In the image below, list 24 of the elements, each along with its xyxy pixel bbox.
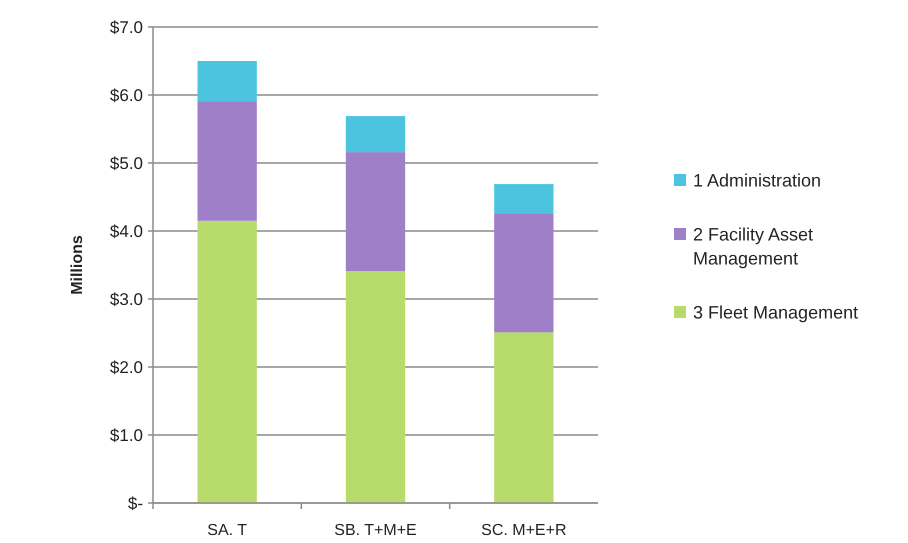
x-tick-label: SB. T+M+E — [334, 522, 417, 539]
x-tick-label: SA. T — [207, 522, 248, 539]
x-tick-label: SC. M+E+R — [481, 522, 567, 539]
y-tick-label: $2.0 — [110, 358, 143, 377]
y-tick-label: $3.0 — [110, 290, 143, 309]
y-axis-title: Millions — [69, 235, 86, 295]
bar — [198, 101, 257, 221]
bar — [494, 184, 554, 214]
bar — [494, 332, 554, 503]
y-tick-label: $6.0 — [110, 86, 143, 105]
bar — [198, 61, 257, 102]
bar — [346, 152, 406, 272]
y-tick-label: $7.0 — [110, 18, 143, 37]
y-tick-label: $1.0 — [110, 426, 143, 445]
legend-label: 1 Administration — [693, 170, 822, 190]
bar — [494, 214, 554, 332]
y-tick-label: $5.0 — [110, 154, 143, 173]
y-tick-label: $4.0 — [110, 222, 143, 241]
y-tick-label: $- — [128, 494, 143, 513]
bar — [198, 220, 257, 503]
legend-label: 3 Fleet Management — [693, 302, 858, 322]
bar — [346, 116, 406, 152]
bar — [346, 271, 406, 503]
legend-label: 2 Facility Asset Management — [693, 224, 814, 268]
